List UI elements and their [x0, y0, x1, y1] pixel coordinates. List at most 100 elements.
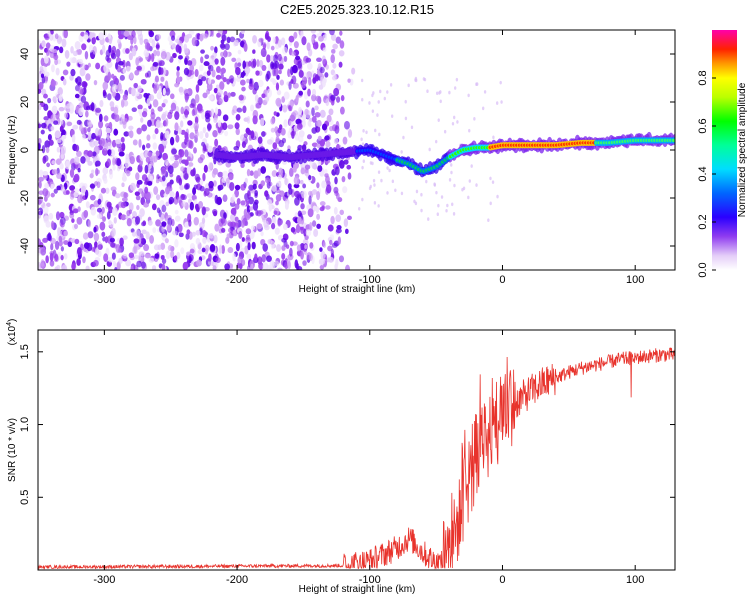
spectrogram-noise-cell — [317, 164, 323, 173]
spectrogram-noise-cell — [160, 51, 167, 60]
spectrogram-noise-cell — [276, 89, 282, 96]
spectrogram-noise-cell — [116, 158, 122, 167]
spectrogram-noise-cell — [69, 185, 76, 191]
spectrogram-noise-cell — [252, 49, 256, 54]
spectrogram-noise-cell — [60, 153, 65, 160]
spectrogram-noise-cell — [328, 256, 334, 263]
spectrogram-x-ticks: -300 -200 -100 0 100 — [93, 30, 644, 286]
spectrogram-noise-cell — [330, 248, 334, 256]
spectrogram-noise-cell — [202, 126, 207, 134]
spectrogram-noise-cell — [500, 100, 503, 104]
spectrogram-noise-cell — [361, 142, 365, 147]
spectrogram-noise-cell — [187, 120, 193, 126]
spectrogram-noise-cell — [38, 190, 44, 196]
snr-y-label: SNR (10 * v/v) — [7, 418, 18, 482]
spectrogram-noise-cell — [128, 252, 135, 259]
spectrogram-noise-cell — [120, 214, 127, 221]
spectrogram-noise-cell — [172, 52, 177, 59]
spectrogram-noise-cell — [339, 40, 345, 49]
spectrogram-noise-cell — [249, 104, 255, 112]
spectrogram-noise-cell — [165, 201, 170, 207]
spectrogram-noise-cell — [85, 73, 91, 81]
spectrogram-noise-cell — [82, 256, 86, 264]
spectrogram-noise-cell — [291, 75, 297, 85]
spectrogram-noise-cell — [230, 207, 237, 215]
spectrogram-noise-cell — [41, 75, 46, 84]
spectrogram-noise-cell — [96, 129, 102, 136]
spectrogram-noise-cell — [57, 227, 61, 237]
spectrogram-noise-cell — [51, 105, 58, 115]
spectrogram-noise-cell — [139, 152, 145, 162]
spectrogram-noise-cell — [41, 40, 46, 48]
spectrogram-noise-cell — [110, 149, 116, 156]
spectrogram-noise-cell — [210, 108, 215, 117]
spectrogram-noise-cell — [240, 183, 246, 191]
spectrogram-noise-cell — [202, 230, 207, 238]
spectrogram-noise-cell — [160, 67, 164, 75]
spectrogram-noise-cell — [390, 114, 394, 118]
spectrogram-noise-cell — [243, 133, 248, 138]
spectrogram-noise-cell — [90, 32, 96, 38]
spectrogram-noise-cell — [113, 106, 119, 116]
spectrogram-noise-cell — [194, 173, 200, 182]
spectrogram-noise-cell — [319, 264, 325, 270]
spectrogram-noise-cell — [292, 110, 298, 116]
spectrogram-noise-cell — [306, 62, 313, 70]
spectrogram-noise-cell — [98, 120, 104, 129]
spectrogram-noise-cell — [119, 74, 125, 81]
spectrogram-noise-cell — [450, 170, 453, 175]
spectrogram-noise-cell — [437, 203, 440, 208]
spectrogram-noise-cell — [227, 124, 234, 130]
snr-y-ticks: 0.5 1.0 1.5 — [19, 344, 675, 505]
spectrogram-noise-cell — [208, 162, 213, 170]
spectrogram-noise-cell — [201, 76, 207, 82]
spectrogram-noise-cell — [248, 60, 252, 67]
spectrogram-noise-cell — [296, 244, 302, 252]
spectrogram-noise-cell — [200, 56, 204, 64]
spectrogram-noise-cell — [293, 31, 298, 39]
spectrogram-noise-cell — [361, 197, 364, 202]
spectrogram-noise-cell — [178, 45, 182, 55]
spectrogram-noise-cell — [491, 180, 495, 184]
spectrogram-noise-cell — [76, 216, 83, 225]
snr-x-tick-label: 0 — [499, 574, 505, 586]
spectrogram-noise-cell — [145, 156, 150, 163]
spectrogram-noise-cell — [179, 184, 184, 191]
spectrogram-noise-cell — [330, 215, 335, 225]
spectrogram-noise-cell — [134, 215, 141, 225]
spectrogram-noise-cell — [199, 185, 205, 192]
spectrogram-noise-cell — [155, 42, 160, 51]
spectrogram-noise-cell — [120, 201, 127, 209]
spectrogram-noise-cell — [162, 98, 168, 104]
spectrogram-noise-cell — [186, 155, 191, 162]
spectrogram-noise-cell — [48, 139, 54, 146]
spectrogram-noise-cell — [47, 31, 52, 37]
spectrogram-noise-cell — [203, 33, 209, 39]
spectrogram-noise-cell — [107, 71, 111, 81]
spectrogram-noise-cell — [89, 183, 96, 189]
spectrogram-noise-cell — [73, 173, 80, 183]
spectrogram-x-tick-label: -100 — [359, 274, 381, 286]
spectrogram-noise-cell — [208, 253, 212, 262]
spectrogram-noise-cell — [83, 209, 89, 219]
spectrogram-noise-cell — [87, 219, 92, 228]
spectrogram-noise-cell — [76, 119, 82, 125]
spectrogram-noise-cell — [467, 93, 470, 98]
spectrogram-noise-cell — [61, 129, 66, 136]
spectrogram-noise-cell — [236, 76, 241, 82]
spectrogram-noise-cell — [122, 68, 126, 74]
spectrogram-noise-cell — [433, 182, 436, 186]
spectrogram-noise-cell — [151, 265, 157, 270]
spectrogram-noise-cell — [231, 109, 235, 116]
spectrogram-noise-cell — [314, 105, 319, 111]
spectrogram-noise-cell — [319, 247, 323, 252]
spectrogram-noise-cell — [113, 128, 119, 136]
spectrogram-noise-cell — [191, 231, 196, 237]
spectrogram-noise-cell — [240, 79, 246, 86]
spectrogram-noise-cell — [461, 187, 464, 192]
spectrogram-noise-cell — [270, 127, 275, 133]
spectrogram-noise-cell — [202, 172, 206, 182]
spectrogram-noise-cell — [117, 30, 122, 37]
spectrogram-noise-cell — [272, 36, 276, 44]
spectrogram-noise-cell — [453, 86, 457, 90]
